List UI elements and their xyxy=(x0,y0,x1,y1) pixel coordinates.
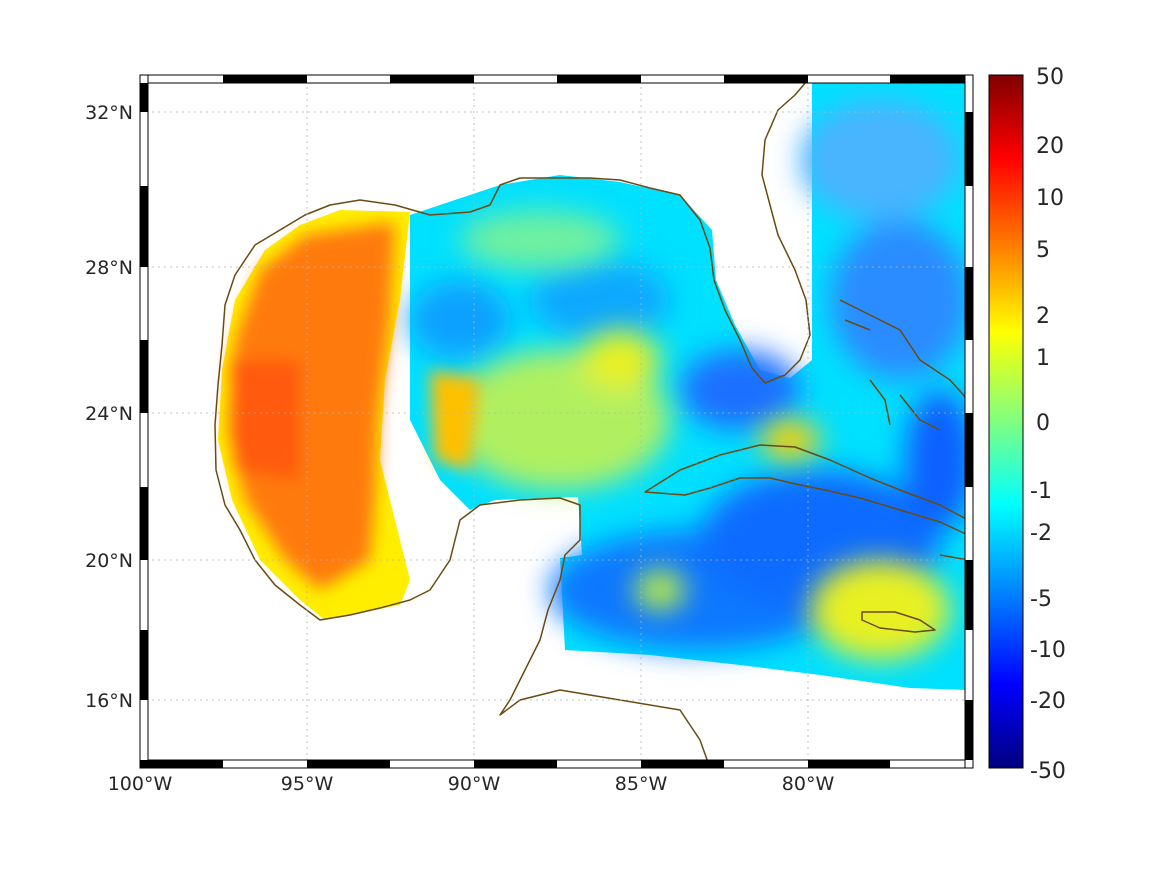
colorbar-label: 1 xyxy=(1036,346,1050,371)
lon-tick-label: 95°W xyxy=(281,773,334,795)
gridlines xyxy=(140,75,973,768)
lat-tick-label: 16°N xyxy=(85,690,133,712)
colorbar-label: -20 xyxy=(1030,689,1066,714)
colorbar-label: 50 xyxy=(1036,65,1064,90)
lat-tick-label: 28°N xyxy=(85,257,133,279)
data-field xyxy=(218,75,973,690)
lon-tick-label: 90°W xyxy=(448,773,501,795)
lat-tick-label: 20°N xyxy=(85,550,133,572)
colorbar: 50 20 10 5 2 1 0 -1 -2 -5 -10 -20 -50 xyxy=(988,65,1066,784)
land-masses xyxy=(140,75,969,768)
colorbar-label: 20 xyxy=(1036,134,1064,159)
lat-tick-label: 32°N xyxy=(85,102,133,124)
land-hispaniola xyxy=(939,554,969,561)
colorbar-gradient xyxy=(988,74,1024,769)
map-frame xyxy=(139,74,974,769)
lon-tick-labels: 100°W 95°W 90°W 85°W 80°W xyxy=(108,773,835,795)
lat-tick-label: 24°N xyxy=(85,403,133,425)
colorbar-label: -50 xyxy=(1030,759,1066,784)
lon-tick-label: 85°W xyxy=(615,773,668,795)
colorbar-labels: 50 20 10 5 2 1 0 -1 -2 -5 -10 -20 -50 xyxy=(1030,65,1066,784)
colorbar-label: 10 xyxy=(1036,186,1064,211)
lon-tick-label: 100°W xyxy=(108,773,173,795)
colorbar-label: -5 xyxy=(1030,587,1052,612)
colorbar-label: -10 xyxy=(1030,638,1066,663)
lat-tick-labels: 32°N 28°N 24°N 20°N 16°N xyxy=(85,102,133,712)
colorbar-label: 2 xyxy=(1036,304,1050,329)
colorbar-label: 5 xyxy=(1036,238,1050,263)
land-jamaica xyxy=(861,611,936,633)
colorbar-label: -2 xyxy=(1030,521,1052,546)
colorbar-label: -1 xyxy=(1030,479,1052,504)
lon-tick-label: 80°W xyxy=(782,773,835,795)
land-north-america xyxy=(140,75,813,768)
colorbar-label: 0 xyxy=(1036,411,1050,436)
land-bahamas xyxy=(839,299,969,431)
